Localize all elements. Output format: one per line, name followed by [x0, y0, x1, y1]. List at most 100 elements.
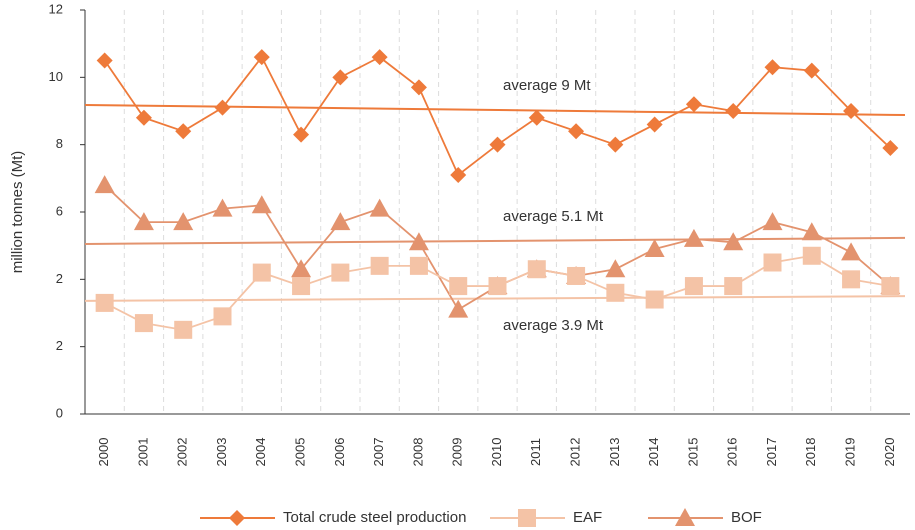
y-tick-label: 10	[49, 69, 63, 84]
marker	[409, 256, 428, 275]
legend-label: EAF	[573, 509, 602, 526]
y-tick-label: 0	[56, 405, 63, 420]
marker	[213, 307, 232, 326]
marker	[881, 277, 900, 296]
marker	[764, 59, 781, 76]
marker	[646, 116, 663, 133]
x-tick-label: 2006	[332, 438, 347, 467]
x-tick-label: 2018	[803, 438, 818, 467]
x-tick-label: 2001	[135, 438, 150, 467]
marker	[133, 212, 154, 231]
x-tick-label: 2004	[253, 438, 268, 467]
x-tick-label: 2003	[214, 438, 229, 467]
legend-marker	[518, 509, 536, 527]
marker	[802, 246, 821, 265]
marker	[724, 277, 743, 296]
trendline	[84, 236, 906, 245]
marker	[568, 123, 585, 140]
marker	[488, 277, 507, 296]
x-tick-label: 2020	[882, 438, 897, 467]
marker	[408, 232, 429, 251]
marker	[410, 79, 427, 96]
x-tick-label: 2009	[450, 438, 465, 467]
legend-marker	[675, 508, 695, 526]
marker	[94, 175, 115, 194]
marker	[801, 222, 822, 241]
x-tick-label: 2000	[96, 438, 111, 467]
marker	[173, 212, 194, 231]
marker	[212, 198, 233, 217]
x-tick-label: 2016	[725, 438, 740, 467]
marker	[882, 140, 899, 157]
legend-marker	[229, 510, 245, 526]
marker	[251, 195, 272, 214]
marker	[253, 49, 270, 66]
marker	[291, 259, 312, 278]
marker	[841, 242, 862, 261]
marker	[330, 212, 351, 231]
marker	[175, 123, 192, 140]
x-tick-label: 2017	[764, 438, 779, 467]
marker	[448, 299, 469, 318]
legend-label: BOF	[731, 509, 762, 526]
marker	[842, 270, 861, 289]
marker	[723, 232, 744, 251]
x-tick-label: 2005	[293, 438, 308, 467]
x-tick-label: 2019	[843, 438, 858, 467]
marker	[685, 96, 702, 113]
y-axis-label: million tonnes (Mt)	[9, 151, 26, 274]
marker	[763, 253, 782, 272]
marker	[135, 109, 152, 126]
y-tick-label: 12	[49, 1, 63, 16]
marker	[292, 277, 311, 296]
marker	[644, 239, 665, 258]
marker	[174, 320, 193, 339]
marker	[96, 52, 113, 69]
marker	[683, 228, 704, 247]
annotation: average 9 Mt	[503, 77, 591, 94]
marker	[252, 263, 271, 282]
trendline	[84, 295, 906, 302]
marker	[331, 263, 350, 282]
y-tick-label: 2	[56, 338, 63, 353]
x-tick-label: 2014	[646, 438, 661, 467]
x-tick-label: 2013	[607, 438, 622, 467]
x-tick-label: 2011	[528, 438, 543, 466]
marker	[370, 256, 389, 275]
marker	[450, 166, 467, 183]
marker	[567, 266, 586, 285]
annotation: average 5.1 Mt	[503, 208, 604, 225]
annotation: average 3.9 Mt	[503, 317, 604, 334]
marker	[527, 260, 546, 279]
x-tick-label: 2008	[410, 438, 425, 467]
marker	[449, 277, 468, 296]
legend-label: Total crude steel production	[283, 509, 466, 526]
marker	[645, 290, 664, 309]
marker	[725, 103, 742, 119]
x-tick-label: 2015	[685, 438, 700, 467]
marker	[134, 314, 153, 333]
marker	[843, 103, 860, 119]
marker	[293, 126, 310, 143]
y-tick-label: 6	[56, 203, 63, 218]
marker	[369, 198, 390, 217]
x-tick-label: 2002	[175, 438, 190, 467]
x-tick-label: 2012	[568, 438, 583, 467]
marker	[684, 277, 703, 296]
y-tick-label: 8	[56, 136, 63, 151]
marker	[214, 99, 231, 116]
marker	[605, 259, 626, 278]
x-tick-label: 2007	[371, 438, 386, 467]
marker	[371, 49, 388, 66]
marker	[803, 62, 820, 79]
marker	[762, 212, 783, 231]
marker	[332, 69, 349, 86]
marker	[528, 109, 545, 126]
y-tick-label: 2	[56, 271, 63, 286]
trendline	[84, 103, 906, 117]
marker	[606, 283, 625, 302]
x-tick-label: 2010	[489, 438, 504, 467]
marker	[489, 136, 506, 153]
marker	[95, 293, 114, 312]
